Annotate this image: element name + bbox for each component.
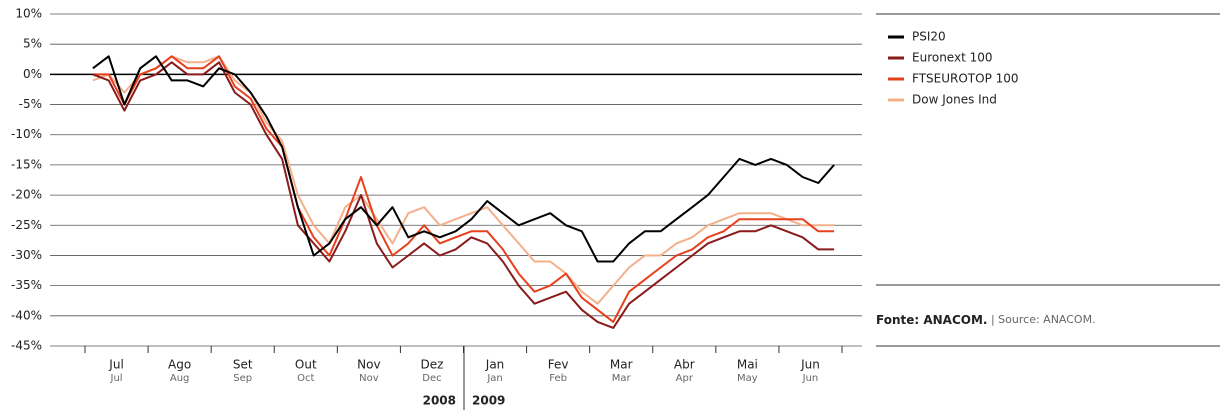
x-tick-label: Ago (168, 358, 191, 372)
x-tick-label: Nov (357, 358, 380, 372)
y-tick-label: -40% (11, 308, 42, 322)
x-tick-sublabel: Dec (422, 373, 441, 384)
x-tick-label: Mai (737, 358, 758, 372)
source-text: | Source: ANACOM. (987, 313, 1095, 326)
x-tick-sublabel: May (737, 373, 758, 384)
x-tick-sublabel: Aug (170, 373, 190, 384)
x-tick-sublabel: Apr (676, 373, 694, 384)
year-label: 2008 (423, 394, 456, 408)
legend-label: PSI20 (912, 30, 946, 44)
x-tick-label: Jul (108, 358, 123, 372)
y-tick-label: 10% (15, 7, 42, 21)
y-tick-label: -25% (11, 218, 42, 232)
y-tick-label: -20% (11, 188, 42, 202)
series-line (92, 55, 835, 305)
y-tick-label: -45% (11, 339, 42, 353)
legend-label: FTSEUROTOP 100 (912, 72, 1019, 86)
x-tick-label: Dez (420, 358, 443, 372)
x-tick-label: Jun (800, 358, 820, 372)
source-label: Fonte: ANACOM. (876, 313, 987, 327)
source: Fonte: ANACOM. | Source: ANACOM. (876, 313, 1096, 327)
x-tick-sublabel: Mar (612, 373, 632, 384)
x-tick-label: Out (295, 358, 317, 372)
x-tick-sublabel: Sep (233, 373, 252, 384)
x-tick-sublabel: Jul (110, 373, 123, 384)
x-tick-label: Jan (485, 358, 505, 372)
y-tick-label: -10% (11, 127, 42, 141)
x-tick-label: Mar (610, 358, 633, 372)
y-tick-label: -5% (19, 97, 42, 111)
year-label: 2009 (472, 394, 505, 408)
x-tick-sublabel: Nov (359, 373, 379, 384)
y-tick-label: 0% (23, 67, 42, 81)
y-tick-label: -15% (11, 157, 42, 171)
legend-label: Dow Jones Ind (912, 93, 997, 107)
series-line (92, 55, 835, 323)
y-tick-label: -35% (11, 278, 42, 292)
x-tick-label: Fev (548, 358, 569, 372)
x-tick-sublabel: Feb (549, 373, 567, 384)
legend-label: Euronext 100 (912, 51, 993, 65)
x-tick-sublabel: Oct (297, 373, 314, 384)
series-line (92, 55, 835, 263)
x-tick-sublabel: Jan (486, 373, 502, 384)
series-line (92, 61, 835, 329)
y-tick-label: -30% (11, 248, 42, 262)
x-tick-label: Abr (674, 358, 695, 372)
y-tick-label: 5% (23, 37, 42, 51)
x-tick-label: Set (233, 358, 253, 372)
x-tick-sublabel: Jun (802, 373, 819, 384)
